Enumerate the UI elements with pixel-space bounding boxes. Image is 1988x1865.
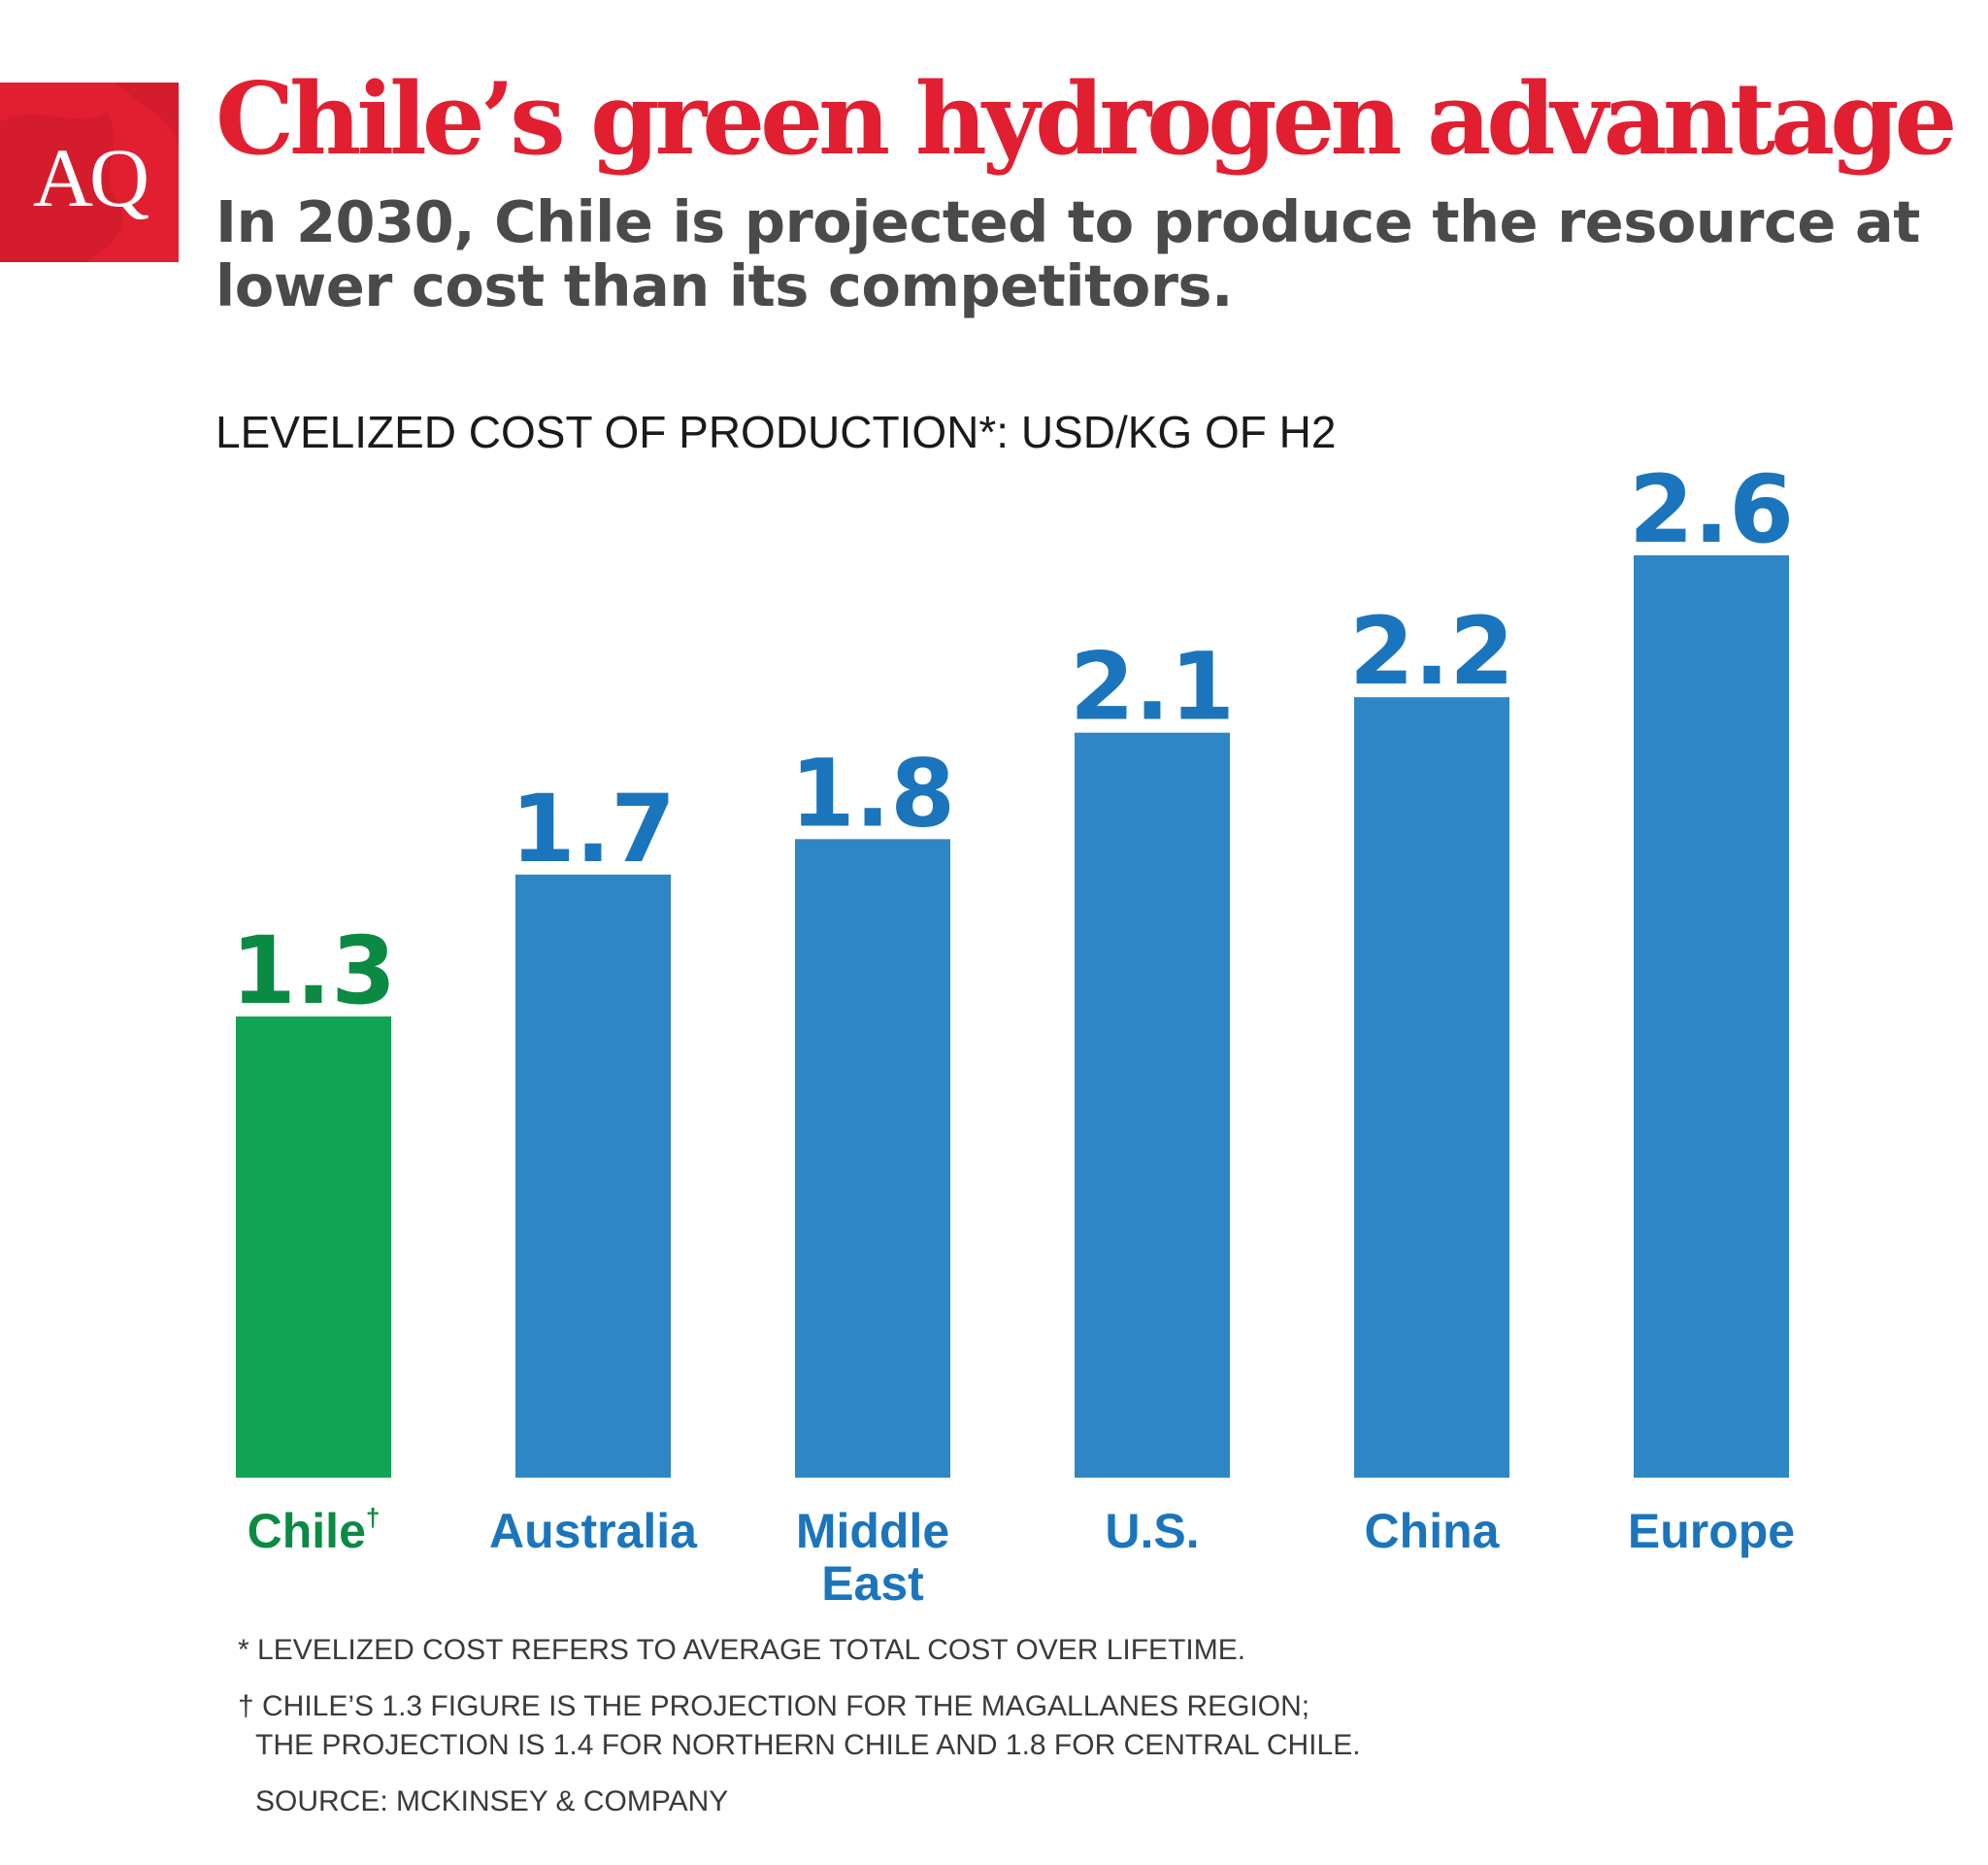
footnotes: * LEVELIZED COST REFERS TO AVERAGE TOTAL…: [238, 1631, 1361, 1821]
footnote-chile-line2: THE PROJECTION IS 1.4 FOR NORTHERN CHILE…: [255, 1729, 1361, 1761]
map-watermark-icon: [0, 83, 179, 262]
value-label-u-s: 2.1: [1070, 633, 1235, 742]
category-label-europe: Europe: [1628, 1504, 1795, 1558]
logo-text: AQ: [32, 130, 149, 224]
footnote-levelized: * LEVELIZED COST REFERS TO AVERAGE TOTAL…: [238, 1634, 1246, 1666]
page-subtitle: In 2030, Chile is projected to produce t…: [215, 188, 1921, 320]
value-label-middle-east: 1.8: [790, 739, 955, 848]
category-label-middle-east: Middle East: [796, 1504, 949, 1611]
bar-australia: [515, 874, 671, 1478]
value-label-china: 2.2: [1349, 597, 1514, 706]
chart-title: LEVELIZED COST OF PRODUCTION*: USD/KG OF…: [215, 407, 1337, 457]
aq-logo: AQ: [0, 83, 179, 262]
category-label-australia: Australia: [489, 1504, 698, 1558]
footnote-chile-line1: † CHILE’S 1.3 FIGURE IS THE PROJECTION F…: [238, 1690, 1310, 1722]
value-label-australia: 1.7: [511, 775, 676, 883]
category-label-china: China: [1365, 1504, 1501, 1558]
source-note: SOURCE: MCKINSEY & COMPANY: [255, 1785, 729, 1817]
bar-middle-east: [795, 839, 950, 1478]
bar-china: [1354, 697, 1509, 1478]
bar-chart: 1.3 Chile† 1.7 Australia 1.8 Middle East 2.1 U.S…: [231, 455, 1795, 1611]
bar-u-s: [1075, 732, 1230, 1478]
value-label-europe: 2.6: [1629, 455, 1794, 564]
category-label-u-s: U.S.: [1105, 1504, 1199, 1558]
bar-chile: [236, 1016, 391, 1478]
category-label-chile: Chile†: [248, 1503, 381, 1558]
value-label-chile: 1.3: [231, 916, 396, 1025]
page-title: Chile’s green hydrogen advantage: [215, 61, 1957, 178]
dagger-mark-chile: †: [366, 1503, 380, 1532]
bar-europe: [1634, 555, 1789, 1478]
